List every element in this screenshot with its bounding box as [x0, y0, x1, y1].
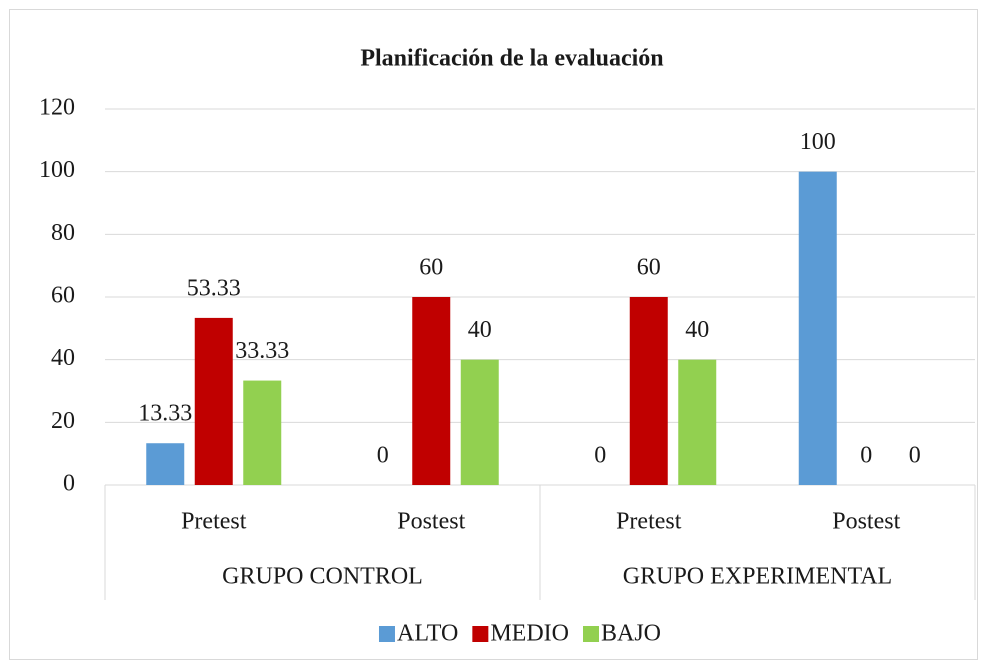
- data-label: 33.33: [235, 338, 289, 364]
- y-tick-label: 120: [39, 95, 75, 121]
- data-label: 0: [377, 443, 389, 469]
- data-label: 60: [637, 255, 661, 281]
- x-tick-label: Pretest: [616, 509, 682, 535]
- chart-title: Planificación de la evaluación: [360, 46, 663, 72]
- bar: [629, 297, 668, 485]
- bar: [243, 380, 282, 485]
- data-label: 0: [909, 443, 921, 469]
- data-label: 40: [468, 317, 492, 343]
- data-label: 40: [685, 317, 709, 343]
- legend-label: MEDIO: [490, 621, 569, 647]
- legend-swatch: [472, 626, 489, 642]
- data-label: 13.33: [138, 401, 192, 427]
- bar: [412, 297, 451, 485]
- bar: [678, 359, 717, 485]
- y-tick-label: 20: [51, 408, 75, 434]
- bar: [798, 171, 837, 485]
- bar: [146, 443, 185, 485]
- bar: [460, 359, 499, 485]
- legend-label: ALTO: [397, 621, 458, 647]
- y-tick-label: 100: [39, 157, 75, 183]
- y-tick-label: 60: [51, 283, 75, 309]
- y-tick-label: 40: [51, 345, 75, 371]
- data-label: 100: [800, 129, 836, 155]
- data-label: 53.33: [187, 275, 241, 301]
- data-label: 0: [594, 443, 606, 469]
- legend-swatch: [378, 626, 395, 642]
- data-label: 60: [419, 255, 443, 281]
- group-label: GRUPO EXPERIMENTAL: [623, 564, 892, 590]
- data-label: 0: [860, 443, 872, 469]
- legend-swatch: [583, 626, 599, 642]
- y-tick-label: 80: [51, 220, 75, 246]
- x-tick-label: Pretest: [181, 509, 247, 535]
- legend-label: BAJO: [601, 621, 661, 647]
- bar: [194, 317, 233, 485]
- y-tick-label: 0: [63, 471, 75, 497]
- x-tick-label: Postest: [397, 509, 465, 535]
- group-label: GRUPO CONTROL: [222, 564, 423, 590]
- x-tick-label: Postest: [832, 509, 900, 535]
